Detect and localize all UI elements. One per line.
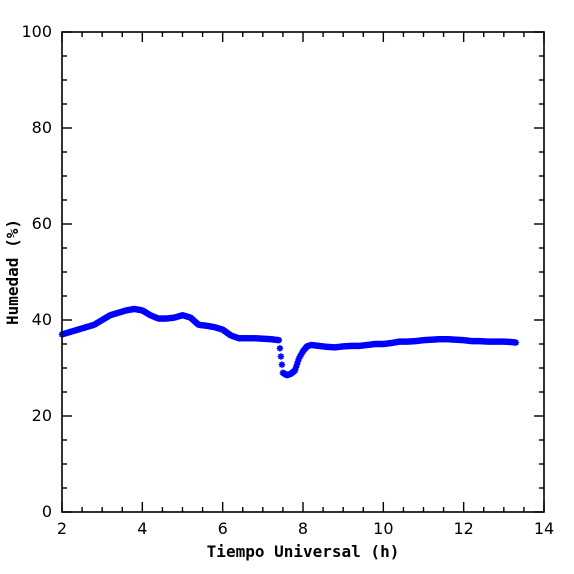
x-axis-label: Tiempo Universal (h) <box>207 542 400 561</box>
x-tick-label: 12 <box>453 519 473 538</box>
data-point <box>277 353 285 360</box>
y-tick-label: 0 <box>42 502 52 521</box>
x-tick-label: 4 <box>137 519 147 538</box>
y-tick-label: 100 <box>21 22 52 41</box>
y-tick-label: 20 <box>32 406 52 425</box>
data-point <box>278 361 286 368</box>
y-tick-label: 60 <box>32 214 52 233</box>
data-point <box>276 345 284 352</box>
data-point <box>512 339 520 346</box>
data-point <box>275 336 283 344</box>
labels-layer: Tiempo Universal (h) Humedad (%) <box>3 219 399 561</box>
x-tick-label: 8 <box>298 519 308 538</box>
x-tick-label: 10 <box>373 519 393 538</box>
y-axis-label: Humedad (%) <box>3 219 22 325</box>
y-tick-label: 40 <box>32 310 52 329</box>
ticks-layer: 2 4 6 8 10 12 14 0 20 40 60 80 100 <box>21 22 554 538</box>
x-tick-label: 14 <box>534 519 554 538</box>
x-tick-label: 2 <box>57 519 67 538</box>
plot-layer <box>58 305 520 379</box>
x-tick-label: 6 <box>218 519 228 538</box>
plot-frame <box>61 31 545 513</box>
y-tick-label: 80 <box>32 118 52 137</box>
